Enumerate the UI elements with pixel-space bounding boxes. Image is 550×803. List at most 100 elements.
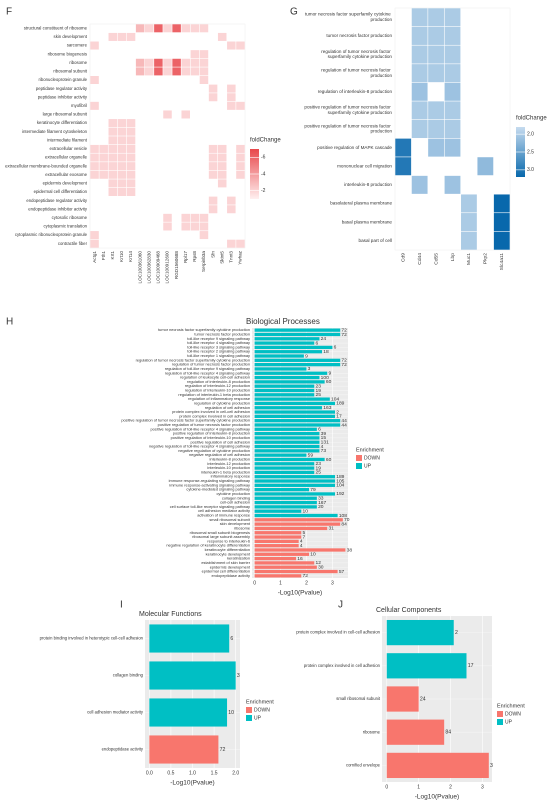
heatmap-cell — [108, 153, 118, 162]
heatmap-cell — [90, 170, 99, 179]
row-label: epidermis development — [43, 181, 88, 186]
heatmap-cell — [126, 144, 136, 153]
y-tick-label: cytokine-mediated signaling pathway — [186, 487, 250, 492]
count-label: 25 — [315, 470, 321, 476]
bar — [254, 384, 315, 388]
heatmap-cell — [461, 213, 477, 232]
column-label: Tnnt3 — [229, 251, 234, 263]
count-label: 10 — [302, 508, 308, 514]
row-label: basal plasma membrane — [342, 219, 393, 224]
heatmap-cell — [163, 110, 172, 119]
column-label: Ywhaz — [238, 250, 243, 264]
heatmap-cell — [461, 231, 477, 250]
label-line: positive regulation of tumor necrosis fa… — [304, 124, 392, 129]
count-label: 5 — [302, 530, 305, 536]
count-label: 18 — [323, 349, 329, 355]
bar — [254, 475, 336, 479]
heatmap-cell — [190, 58, 200, 67]
count-label: 70 — [344, 517, 350, 523]
y-tick-label: ribosomal large subunit assembly — [192, 534, 250, 539]
row-label: endopeptidase inhibitor activity — [28, 206, 88, 211]
heatmap-cell — [411, 26, 428, 45]
y-tick-label: regulation of toll-like receptor 9 signa… — [165, 366, 250, 371]
row-label: extracellular membrane-bounded organelle — [5, 163, 88, 168]
bar — [386, 752, 489, 779]
count-label: 4 — [321, 444, 324, 450]
column-label: Slc4a11 — [499, 253, 505, 271]
heatmap-cell — [135, 58, 145, 67]
count-label: 59 — [308, 452, 314, 458]
heatmap-cell — [428, 138, 444, 157]
count-label: 189 — [336, 401, 344, 407]
row-label: ribosome biogenesis — [48, 51, 87, 56]
x-tick-label: 1.5 — [211, 770, 218, 776]
x-tick-label: 2.0 — [232, 770, 239, 776]
column-label: Serpinb3a — [201, 251, 206, 272]
bar — [386, 719, 445, 745]
count-label: 17 — [468, 663, 474, 669]
count-label: 60 — [326, 379, 332, 385]
y-tick-label: epidermal cell differentiation — [202, 569, 250, 574]
y-tick-label: cell adhesion mediator activity — [87, 710, 144, 715]
heatmap-cell — [428, 64, 444, 83]
count-label: 73 — [321, 448, 327, 454]
y-tick-label: regulation of leukocyte cell-cell adhesi… — [180, 375, 250, 380]
y-tick-label: small ribosomal subunit — [209, 517, 251, 522]
row-label: keratinocyte differentiation — [37, 120, 88, 125]
heatmap-cell — [126, 136, 136, 145]
column-label: Pkp2 — [483, 253, 489, 264]
x-axis-label: -Log10(Pvalue) — [170, 780, 214, 787]
heatmap-cell — [444, 138, 461, 157]
legend-swatch — [246, 707, 252, 713]
heatmap-cell — [145, 67, 154, 76]
count-label: 25 — [315, 392, 321, 398]
y-tick-label: negative regulation of cell adhesion — [189, 452, 250, 457]
heatmap-cell — [199, 231, 209, 240]
row-label: regulation of tumor necrosis factor prod… — [321, 68, 392, 78]
heatmap-cell — [428, 26, 444, 45]
bar — [254, 358, 341, 362]
count-label: 38 — [347, 547, 353, 553]
count-label: 72 — [341, 332, 347, 338]
bar — [254, 431, 320, 436]
heatmap-cell — [99, 153, 108, 162]
heatmap-cell — [90, 239, 99, 248]
heatmap-cell — [236, 170, 245, 179]
bar — [254, 488, 310, 492]
y-tick-label: positive regulation of interleukin-8 pro… — [173, 431, 250, 436]
heatmap-cell — [163, 24, 172, 33]
heatmap-cell — [428, 8, 444, 27]
y-tick-label: regulation of interleukin-1 beta product… — [178, 392, 250, 397]
heatmap-cell — [227, 196, 236, 205]
bar — [254, 414, 336, 418]
count-label: 23 — [315, 461, 321, 467]
heatmap-cell — [444, 82, 461, 101]
count-label: 17 — [336, 414, 342, 420]
bar — [254, 496, 317, 500]
x-tick-label: 1 — [417, 784, 420, 790]
heatmap-cell — [181, 110, 190, 119]
heatmap-cell — [108, 170, 118, 179]
legend-swatch — [246, 715, 252, 721]
count-label: 72 — [302, 573, 308, 579]
heatmap-cell — [126, 162, 136, 171]
column-label: Krt10 — [119, 251, 124, 262]
y-tick-label: regulation of tumor necrosis factor prod… — [172, 362, 250, 367]
heatmap-cell — [108, 179, 118, 188]
bar — [254, 375, 320, 380]
heatmap-cell — [444, 119, 461, 139]
heatmap-cell — [217, 162, 227, 171]
bar — [254, 345, 333, 350]
bar — [254, 423, 341, 427]
heatmap-cell — [126, 119, 136, 128]
y-tick-label: interleukin-8 production — [210, 456, 250, 461]
y-tick-label: ribosomal small subunit biogenesis — [190, 530, 250, 535]
y-tick-label: cornified envelope — [346, 763, 381, 768]
row-label: ribosome — [69, 60, 87, 65]
heatmap-cell — [444, 26, 461, 45]
count-label: 2 — [455, 630, 458, 636]
bar — [149, 624, 230, 653]
bar — [254, 457, 325, 462]
